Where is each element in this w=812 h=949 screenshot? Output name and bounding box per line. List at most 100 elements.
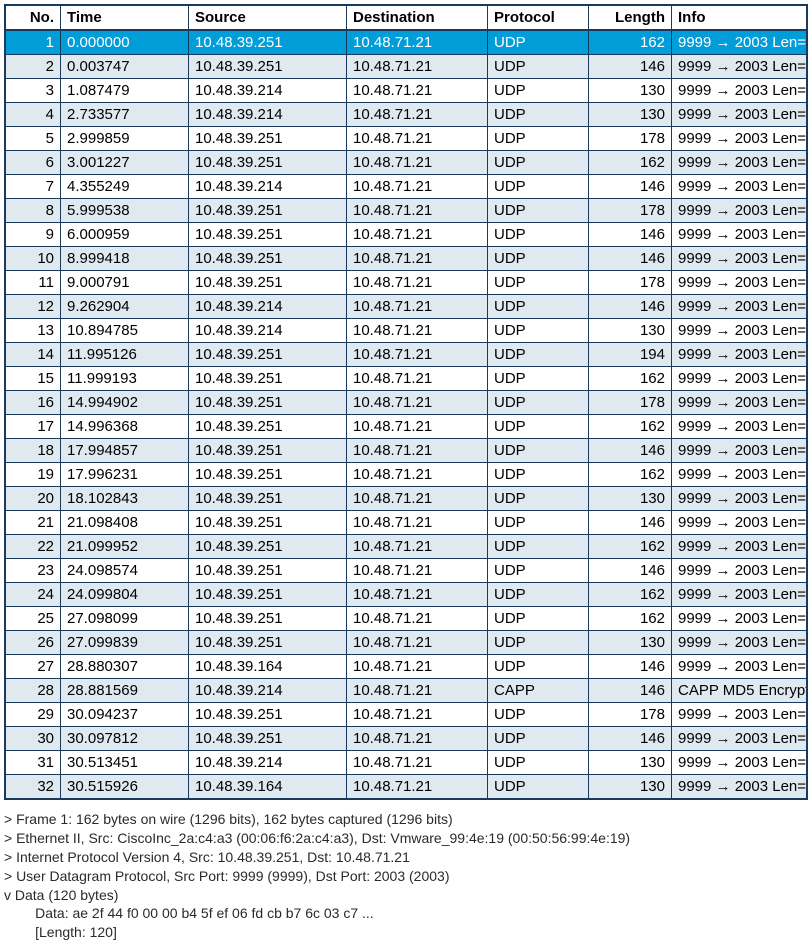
- col-header-length[interactable]: Length: [589, 5, 672, 30]
- packet-row[interactable]: 1310.89478510.48.39.21410.48.71.21UDP130…: [5, 319, 807, 343]
- cell-protocol: UDP: [488, 511, 589, 535]
- cell-protocol: UDP: [488, 319, 589, 343]
- cell-destination: 10.48.71.21: [347, 79, 488, 103]
- cell-info: 9999 → 2003 Len=88: [672, 751, 808, 775]
- packet-row[interactable]: 2828.88156910.48.39.21410.48.71.21CAPP14…: [5, 679, 807, 703]
- packet-row[interactable]: 3030.09781210.48.39.25110.48.71.21UDP146…: [5, 727, 807, 751]
- details-line[interactable]: Data: ae 2f 44 f0 00 00 b4 5f ef 06 fd c…: [4, 904, 808, 923]
- cell-info: 9999 → 2003 Len=136: [672, 271, 808, 295]
- cell-destination: 10.48.71.21: [347, 415, 488, 439]
- cell-protocol: UDP: [488, 655, 589, 679]
- cell-source: 10.48.39.251: [189, 127, 347, 151]
- col-header-destination[interactable]: Destination: [347, 5, 488, 30]
- packet-row[interactable]: 3130.51345110.48.39.21410.48.71.21UDP130…: [5, 751, 807, 775]
- cell-length: 146: [589, 175, 672, 199]
- packet-row[interactable]: 52.99985910.48.39.25110.48.71.21UDP17899…: [5, 127, 807, 151]
- cell-source: 10.48.39.214: [189, 751, 347, 775]
- cell-protocol: UDP: [488, 199, 589, 223]
- packet-row[interactable]: 1917.99623110.48.39.25110.48.71.21UDP162…: [5, 463, 807, 487]
- packet-row[interactable]: 2728.88030710.48.39.16410.48.71.21UDP146…: [5, 655, 807, 679]
- packet-row[interactable]: 108.99941810.48.39.25110.48.71.21UDP1469…: [5, 247, 807, 271]
- packet-row[interactable]: 3230.51592610.48.39.16410.48.71.21UDP130…: [5, 775, 807, 800]
- cell-destination: 10.48.71.21: [347, 271, 488, 295]
- packet-row[interactable]: 20.00374710.48.39.25110.48.71.21UDP14699…: [5, 55, 807, 79]
- cell-protocol: UDP: [488, 751, 589, 775]
- packet-row[interactable]: 1614.99490210.48.39.25110.48.71.21UDP178…: [5, 391, 807, 415]
- cell-length: 146: [589, 511, 672, 535]
- cell-source: 10.48.39.214: [189, 295, 347, 319]
- cell-destination: 10.48.71.21: [347, 439, 488, 463]
- cell-destination: 10.48.71.21: [347, 127, 488, 151]
- cell-info: 9999 → 2003 Len=120: [672, 535, 808, 559]
- details-line[interactable]: v Data (120 bytes): [4, 886, 808, 905]
- cell-protocol: CAPP: [488, 679, 589, 703]
- cell-destination: 10.48.71.21: [347, 535, 488, 559]
- packet-row[interactable]: 85.99953810.48.39.25110.48.71.21UDP17899…: [5, 199, 807, 223]
- cell-destination: 10.48.71.21: [347, 391, 488, 415]
- packet-list-table[interactable]: No. Time Source Destination Protocol Len…: [4, 4, 808, 800]
- cell-info: 9999 → 2003 Len=88: [672, 487, 808, 511]
- cell-destination: 10.48.71.21: [347, 103, 488, 127]
- cell-length: 130: [589, 751, 672, 775]
- packet-row[interactable]: 10.00000010.48.39.25110.48.71.21UDP16299…: [5, 30, 807, 55]
- packet-row[interactable]: 63.00122710.48.39.25110.48.71.21UDP16299…: [5, 151, 807, 175]
- cell-source: 10.48.39.251: [189, 535, 347, 559]
- cell-protocol: UDP: [488, 247, 589, 271]
- cell-protocol: UDP: [488, 631, 589, 655]
- details-line[interactable]: [Length: 120]: [4, 923, 808, 942]
- cell-info: 9999 → 2003 Len=88: [672, 775, 808, 800]
- details-line[interactable]: > User Datagram Protocol, Src Port: 9999…: [4, 867, 808, 886]
- cell-destination: 10.48.71.21: [347, 703, 488, 727]
- details-line[interactable]: > Internet Protocol Version 4, Src: 10.4…: [4, 848, 808, 867]
- packet-row[interactable]: 2018.10284310.48.39.25110.48.71.21UDP130…: [5, 487, 807, 511]
- cell-no: 24: [5, 583, 61, 607]
- cell-time: 2.999859: [61, 127, 189, 151]
- packet-row[interactable]: 1511.99919310.48.39.25110.48.71.21UDP162…: [5, 367, 807, 391]
- cell-no: 9: [5, 223, 61, 247]
- cell-time: 0.003747: [61, 55, 189, 79]
- packet-row[interactable]: 96.00095910.48.39.25110.48.71.21UDP14699…: [5, 223, 807, 247]
- cell-time: 28.880307: [61, 655, 189, 679]
- packet-row[interactable]: 1817.99485710.48.39.25110.48.71.21UDP146…: [5, 439, 807, 463]
- packet-row[interactable]: 119.00079110.48.39.25110.48.71.21UDP1789…: [5, 271, 807, 295]
- packet-row[interactable]: 2324.09857410.48.39.25110.48.71.21UDP146…: [5, 559, 807, 583]
- cell-info: 9999 → 2003 Len=104: [672, 439, 808, 463]
- packet-row[interactable]: 2121.09840810.48.39.25110.48.71.21UDP146…: [5, 511, 807, 535]
- cell-length: 194: [589, 343, 672, 367]
- col-header-no[interactable]: No.: [5, 5, 61, 30]
- cell-time: 4.355249: [61, 175, 189, 199]
- packet-row[interactable]: 2424.09980410.48.39.25110.48.71.21UDP162…: [5, 583, 807, 607]
- packet-row[interactable]: 2221.09995210.48.39.25110.48.71.21UDP162…: [5, 535, 807, 559]
- details-line[interactable]: > Ethernet II, Src: CiscoInc_2a:c4:a3 (0…: [4, 829, 808, 848]
- cell-info: 9999 → 2003 Len=136: [672, 703, 808, 727]
- packet-row[interactable]: 1411.99512610.48.39.25110.48.71.21UDP194…: [5, 343, 807, 367]
- cell-source: 10.48.39.251: [189, 487, 347, 511]
- packet-row[interactable]: 2527.09809910.48.39.25110.48.71.21UDP162…: [5, 607, 807, 631]
- packet-row[interactable]: 42.73357710.48.39.21410.48.71.21UDP13099…: [5, 103, 807, 127]
- cell-length: 130: [589, 775, 672, 800]
- col-header-info[interactable]: Info: [672, 5, 808, 30]
- packet-details-pane[interactable]: > Frame 1: 162 bytes on wire (1296 bits)…: [4, 810, 808, 942]
- packet-row[interactable]: 31.08747910.48.39.21410.48.71.21UDP13099…: [5, 79, 807, 103]
- cell-time: 30.515926: [61, 775, 189, 800]
- cell-info: 9999 → 2003 Len=104: [672, 247, 808, 271]
- details-line[interactable]: > Frame 1: 162 bytes on wire (1296 bits)…: [4, 810, 808, 829]
- cell-time: 2.733577: [61, 103, 189, 127]
- packet-row[interactable]: 2930.09423710.48.39.25110.48.71.21UDP178…: [5, 703, 807, 727]
- cell-source: 10.48.39.251: [189, 511, 347, 535]
- cell-no: 12: [5, 295, 61, 319]
- col-header-time[interactable]: Time: [61, 5, 189, 30]
- cell-source: 10.48.39.251: [189, 583, 347, 607]
- cell-time: 28.881569: [61, 679, 189, 703]
- cell-no: 20: [5, 487, 61, 511]
- packet-row[interactable]: 74.35524910.48.39.21410.48.71.21UDP14699…: [5, 175, 807, 199]
- packet-row[interactable]: 1714.99636810.48.39.25110.48.71.21UDP162…: [5, 415, 807, 439]
- cell-info: 9999 → 2003 Len=136: [672, 199, 808, 223]
- cell-length: 178: [589, 199, 672, 223]
- cell-no: 6: [5, 151, 61, 175]
- cell-protocol: UDP: [488, 727, 589, 751]
- packet-row[interactable]: 129.26290410.48.39.21410.48.71.21UDP1469…: [5, 295, 807, 319]
- col-header-source[interactable]: Source: [189, 5, 347, 30]
- packet-row[interactable]: 2627.09983910.48.39.25110.48.71.21UDP130…: [5, 631, 807, 655]
- col-header-protocol[interactable]: Protocol: [488, 5, 589, 30]
